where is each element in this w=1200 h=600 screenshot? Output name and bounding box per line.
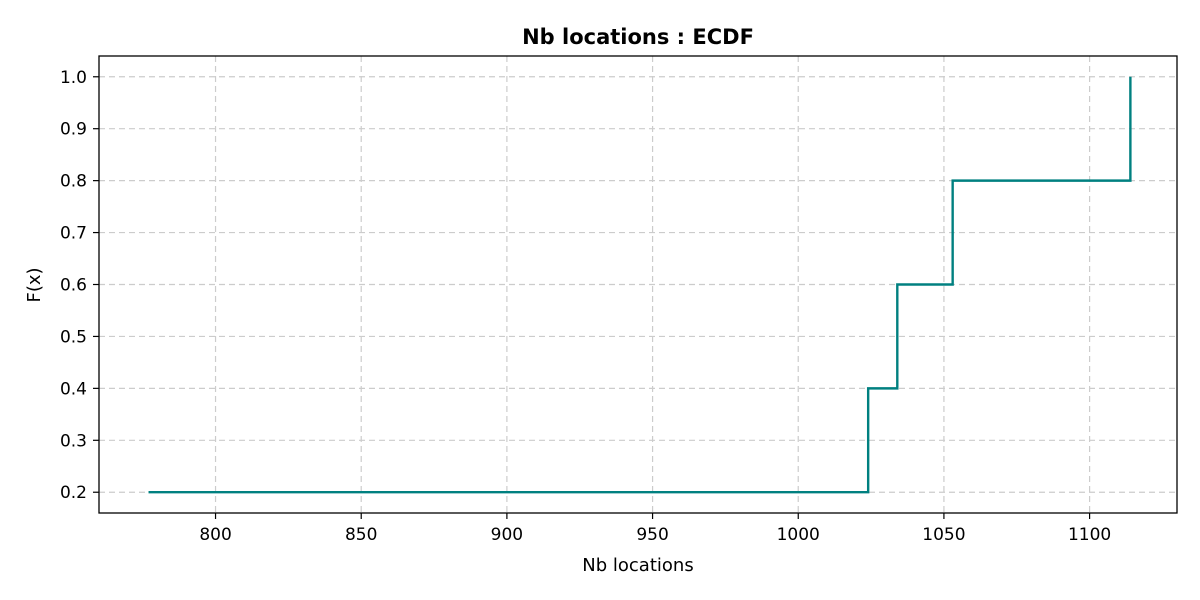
y-tick-label: 0.7: [60, 224, 87, 244]
x-tick-label: 1000: [777, 525, 820, 545]
grid-layer: [99, 56, 1177, 513]
chart-title: Nb locations : ECDF: [522, 25, 754, 49]
series-layer: [148, 76, 1132, 494]
x-axis-label: Nb locations: [582, 555, 693, 576]
x-tick-label: 1100: [1068, 525, 1111, 545]
y-tick-label: 0.9: [60, 120, 87, 140]
x-tick-label: 900: [491, 525, 523, 545]
x-tick-label: 800: [199, 525, 231, 545]
y-tick-label: 0.5: [60, 327, 87, 347]
y-tick-label: 0.8: [60, 172, 87, 192]
y-tick-label: 0.6: [60, 276, 87, 296]
y-axis-label: F(x): [24, 267, 45, 302]
y-tick-label: 0.2: [60, 483, 87, 503]
y-tick-label: 0.4: [60, 379, 87, 399]
x-tick-label: 850: [345, 525, 377, 545]
ecdf-step-line: [148, 76, 1132, 494]
x-tick-label: 1050: [922, 525, 965, 545]
y-tick-label: 1.0: [60, 68, 87, 88]
tick-layer: 800 850 900 950 1000 1050 1100 0.2 0.3 0.4 0.5 0.6 0…: [60, 68, 1111, 545]
x-tick-label: 950: [636, 525, 668, 545]
y-tick-label: 0.3: [60, 431, 87, 451]
